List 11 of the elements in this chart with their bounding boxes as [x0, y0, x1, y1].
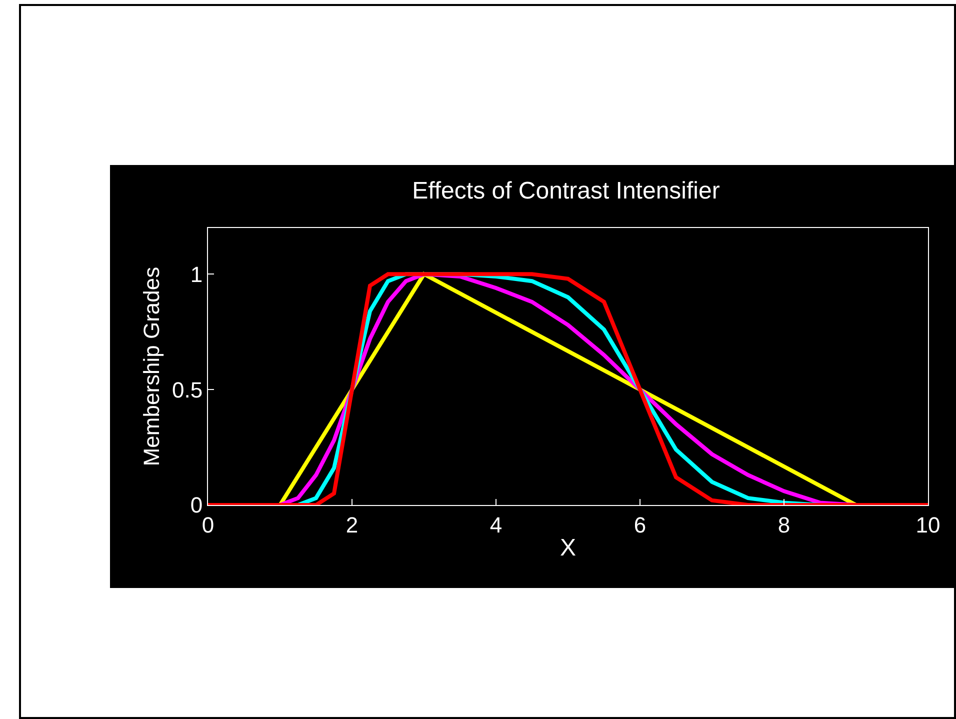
y-axis-title: Membership Grades — [138, 266, 164, 466]
y-tick-label: 1 — [190, 262, 203, 287]
x-tick-label: 4 — [490, 512, 502, 538]
x-tick-label: 6 — [634, 512, 646, 538]
x-tick-label: 10 — [916, 512, 940, 538]
x-tick-label: 2 — [346, 512, 358, 538]
x-tick-label: 8 — [778, 512, 790, 538]
x-axis-title: X — [560, 534, 576, 562]
y-tick-label: 0 — [190, 492, 203, 518]
chart-title: Effects of Contrast Intensifier — [412, 177, 720, 204]
y-tick-label: 0.5 — [172, 377, 203, 402]
